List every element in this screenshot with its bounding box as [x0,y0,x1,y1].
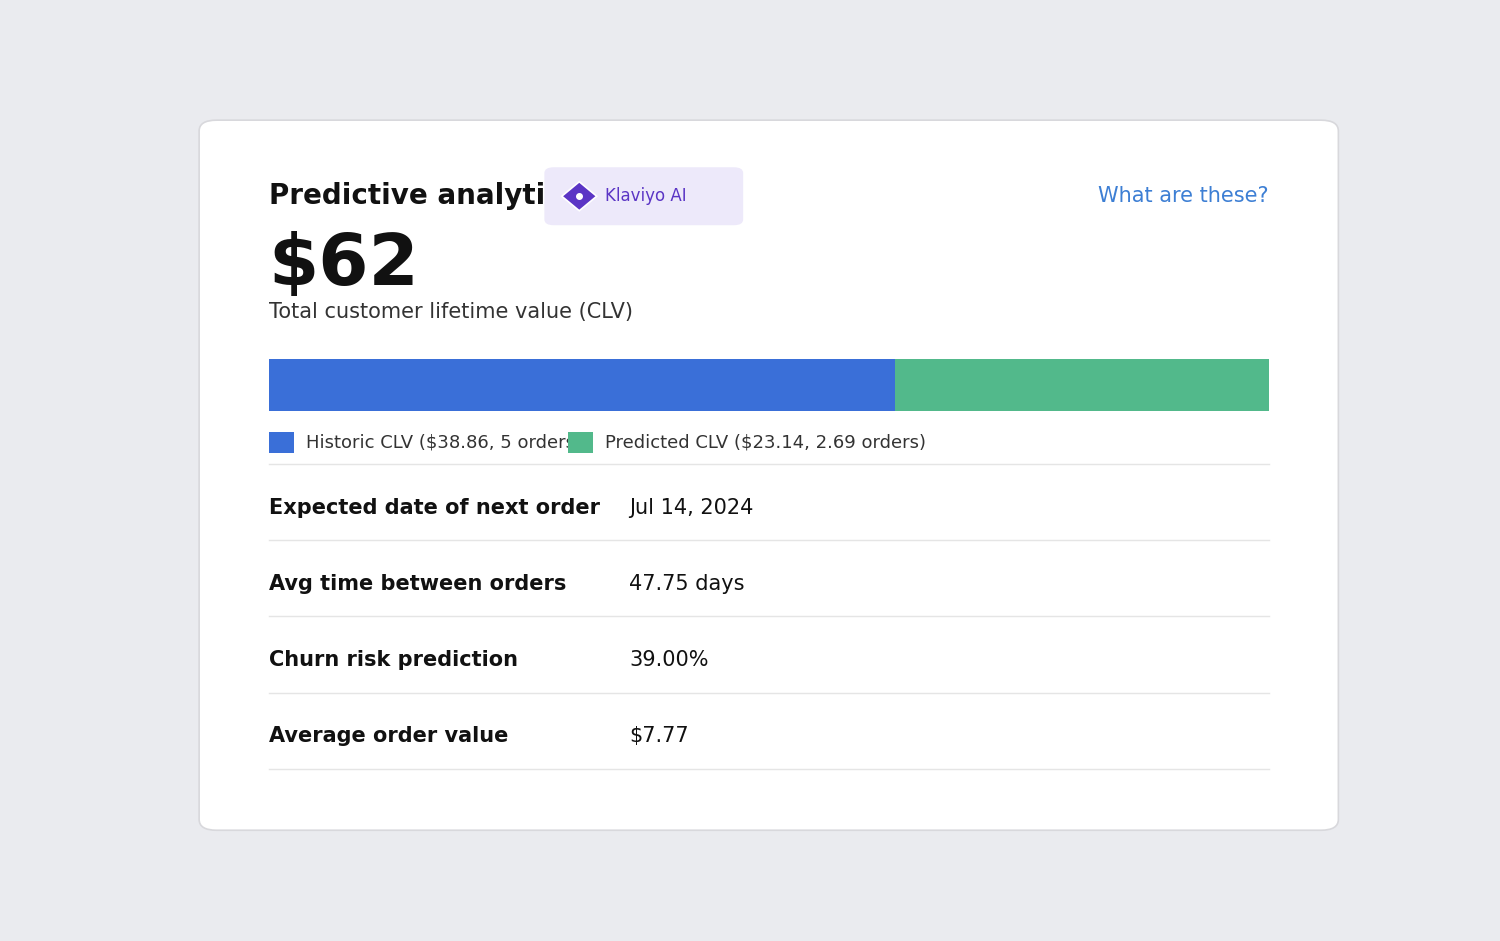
Text: Predictive analytics: Predictive analytics [268,183,578,210]
Text: What are these?: What are these? [1098,186,1269,206]
Text: Jul 14, 2024: Jul 14, 2024 [630,498,753,518]
FancyBboxPatch shape [896,359,1269,411]
Text: Expected date of next order: Expected date of next order [268,498,600,518]
Text: 47.75 days: 47.75 days [630,574,744,594]
Text: $7.77: $7.77 [630,726,688,746]
Text: $62: $62 [268,231,420,299]
Text: Historic CLV ($38.86, 5 orders): Historic CLV ($38.86, 5 orders) [306,434,582,452]
Text: Average order value: Average order value [268,726,509,746]
Text: Klaviyo AI: Klaviyo AI [604,187,687,205]
FancyBboxPatch shape [567,432,592,454]
Text: Churn risk prediction: Churn risk prediction [268,650,518,670]
Polygon shape [562,182,597,211]
Text: Avg time between orders: Avg time between orders [268,574,567,594]
FancyBboxPatch shape [544,167,742,225]
Text: 39.00%: 39.00% [630,650,708,670]
Text: Predicted CLV ($23.14, 2.69 orders): Predicted CLV ($23.14, 2.69 orders) [604,434,926,452]
FancyBboxPatch shape [268,432,294,454]
Text: Total customer lifetime value (CLV): Total customer lifetime value (CLV) [268,302,633,322]
FancyBboxPatch shape [268,359,896,411]
FancyBboxPatch shape [200,120,1338,830]
